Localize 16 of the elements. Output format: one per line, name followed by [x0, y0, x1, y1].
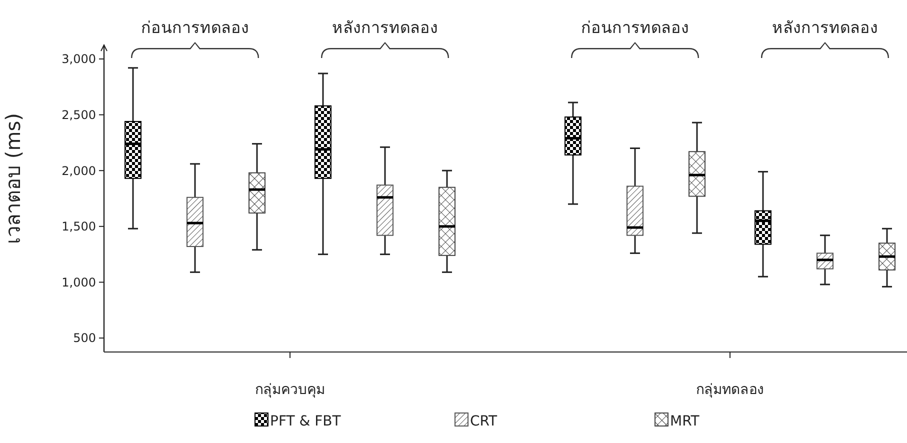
- x-tick-label: ก่อนการทดลอง: [581, 18, 689, 37]
- y-tick-label: 1,500: [62, 220, 96, 234]
- y-tick-label: 2,000: [62, 164, 96, 178]
- y-axis-title: เวลาตอบ (ms): [1, 113, 25, 244]
- legend-label: CRT: [470, 414, 498, 430]
- legend-label: MRT: [670, 414, 700, 430]
- y-tick-label: 500: [73, 331, 96, 346]
- text: กลุ่มทดลอง: [696, 382, 764, 398]
- x-tick-label: ก่อนการทดลอง: [141, 18, 249, 37]
- y-tick-label: 3,000: [62, 52, 96, 66]
- y-tick-label: 1,000: [62, 275, 96, 290]
- x-tick-label: หลังการทดลอง: [332, 18, 438, 37]
- text: กลุ่มควบคุม: [255, 382, 325, 398]
- y-tick-label: 2,500: [62, 108, 96, 122]
- x-tick-label: หลังการทดลอง: [772, 18, 878, 37]
- legend-label: PFT & FBT: [270, 414, 342, 430]
